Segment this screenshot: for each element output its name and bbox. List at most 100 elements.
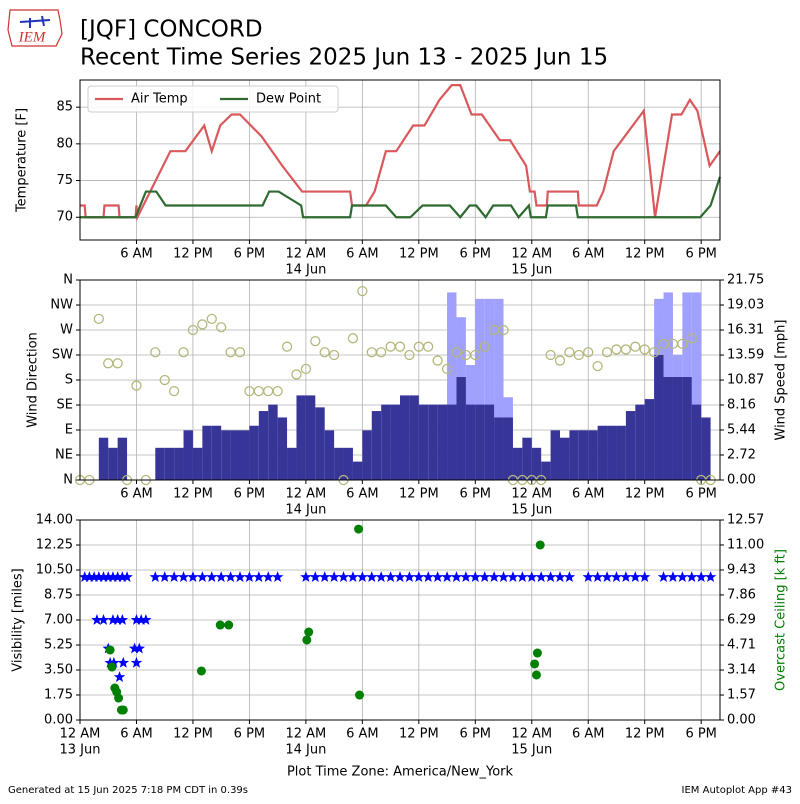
bar <box>211 425 222 480</box>
x-date-label: 13 Jun <box>60 743 101 758</box>
y-tick-label: SW <box>52 348 73 363</box>
y-tick-label: 0.00 <box>44 713 73 728</box>
star-point <box>488 571 500 582</box>
star-point <box>601 571 613 582</box>
y2-tick-label: 19.03 <box>727 298 764 313</box>
bar <box>390 404 400 480</box>
y-tick-label: 80 <box>56 136 73 151</box>
star-point <box>271 571 284 582</box>
x-tick-label: 6 PM <box>685 727 716 742</box>
bar <box>625 411 636 480</box>
point <box>376 347 387 358</box>
bar <box>691 292 702 480</box>
bar <box>268 404 278 480</box>
point <box>93 313 104 325</box>
star-point <box>704 571 717 582</box>
x-tick-label: 6 AM <box>572 727 605 742</box>
star-point <box>554 571 566 582</box>
bar <box>494 417 504 480</box>
star-point <box>366 571 378 582</box>
star-point <box>117 656 129 668</box>
point <box>112 358 123 369</box>
star-point <box>516 571 529 582</box>
x-date-label: 15 Jun <box>511 503 552 518</box>
y-tick-label: SE <box>57 398 73 413</box>
bar <box>164 447 175 480</box>
y2-tick-label: 1.57 <box>727 688 756 703</box>
y2-tick-label: 9.43 <box>727 562 756 577</box>
point <box>573 349 584 361</box>
point <box>354 524 364 534</box>
bar <box>258 411 269 480</box>
bar <box>569 430 579 480</box>
point <box>319 347 330 358</box>
y2-tick-label: 6.29 <box>727 612 756 627</box>
point <box>530 659 540 669</box>
point <box>357 285 368 297</box>
y-tick-label: W <box>60 323 73 338</box>
point <box>263 385 274 397</box>
bar <box>277 417 288 480</box>
point <box>215 620 225 630</box>
bar <box>484 298 495 480</box>
bar <box>221 430 231 480</box>
star-point <box>243 571 256 582</box>
x-tick-label: 6 PM <box>234 487 265 502</box>
point <box>131 380 142 391</box>
x-tick-label: 6 AM <box>346 247 379 262</box>
point <box>531 670 541 680</box>
star-point <box>347 571 359 582</box>
point <box>611 344 622 355</box>
point <box>347 333 359 344</box>
y2-tick-label: 7.86 <box>727 587 756 602</box>
y-tick-label: 12.25 <box>36 538 73 553</box>
y-tick-label: NE <box>55 448 73 463</box>
y2-tick-label: 4.71 <box>727 638 756 653</box>
star-point <box>215 571 227 582</box>
star-point <box>97 614 110 625</box>
point <box>532 648 542 658</box>
y-tick-label: 10.50 <box>36 563 73 578</box>
x-tick-label: 12 AM <box>511 247 552 262</box>
bar <box>465 404 476 480</box>
point <box>178 347 189 358</box>
star-point <box>507 571 519 582</box>
x-date-label: 14 Jun <box>285 263 326 278</box>
bar <box>672 377 683 480</box>
point <box>620 344 632 355</box>
logo-text: IEM <box>18 29 47 45</box>
bar <box>437 404 448 480</box>
star-point <box>102 571 114 582</box>
bar <box>607 425 617 480</box>
star-point <box>108 656 120 668</box>
star-point <box>187 571 199 582</box>
x-tick-label: 12 PM <box>625 487 665 502</box>
bar <box>447 292 457 480</box>
point <box>639 344 650 355</box>
x-tick-label: 6 AM <box>572 247 605 262</box>
bar <box>362 430 372 480</box>
bar <box>400 395 410 480</box>
x-tick-label: 12 AM <box>60 727 101 742</box>
bar <box>409 395 419 480</box>
point <box>432 355 443 366</box>
point <box>423 341 434 352</box>
point <box>291 369 302 380</box>
x-tick-label: 12 AM <box>285 727 326 742</box>
star-point <box>394 571 406 582</box>
y-tick-label: 85 <box>56 100 73 115</box>
star-point <box>450 571 463 582</box>
star-point <box>620 571 632 582</box>
point <box>103 358 114 369</box>
bar <box>616 425 626 480</box>
y2-tick-label: 0.00 <box>727 473 756 488</box>
bar <box>117 437 128 480</box>
point <box>404 349 415 361</box>
x-date-label: 15 Jun <box>511 263 552 278</box>
bar <box>183 430 193 480</box>
bar <box>343 447 353 480</box>
star-point <box>149 571 161 582</box>
star-point <box>375 571 387 582</box>
y-tick-label: 7.00 <box>44 613 73 628</box>
bar <box>296 395 306 480</box>
